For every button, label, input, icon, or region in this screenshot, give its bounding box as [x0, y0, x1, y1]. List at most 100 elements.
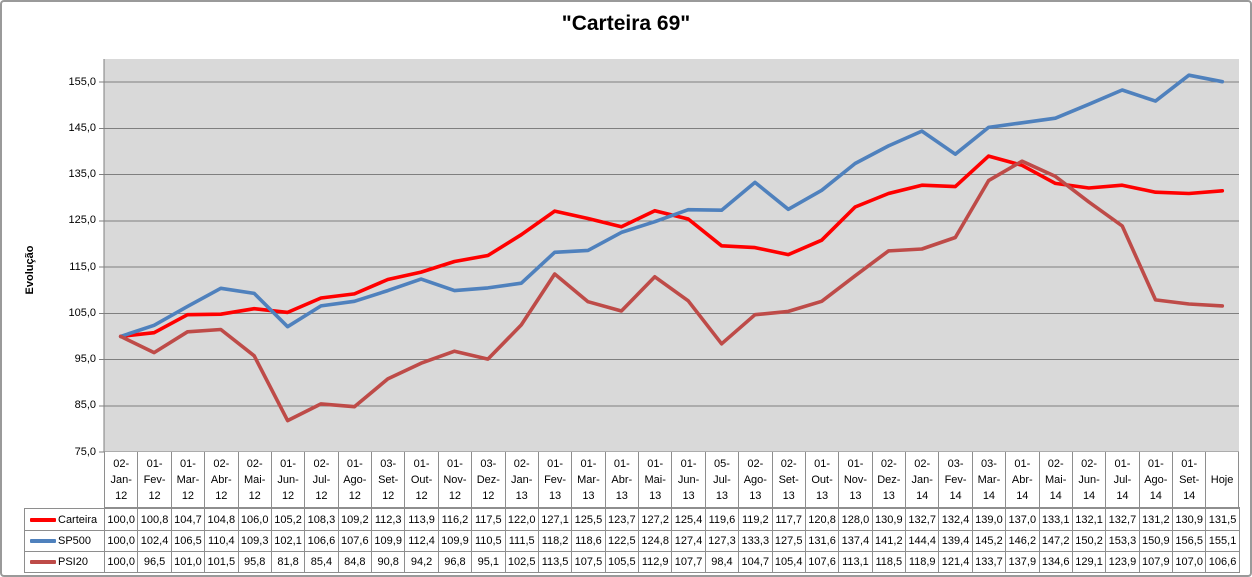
table-cell: 153,3 — [1105, 531, 1138, 551]
x-axis-label-line: Abr- — [210, 473, 232, 486]
x-axis-label: 01- Jun- 13 — [671, 452, 704, 507]
x-axis-label-line: 03- — [480, 457, 497, 470]
x-axis-label-line: Nov- — [843, 473, 868, 486]
x-axis-label-line: 02- — [914, 457, 931, 470]
x-axis-label-line: 14 — [1149, 489, 1162, 502]
table-cell: 120,8 — [804, 509, 838, 530]
table-cell: 102,1 — [270, 531, 304, 551]
y-axis-label: 75,0 — [74, 445, 96, 458]
x-axis-label: 03- Fev- 14 — [938, 452, 971, 507]
table-cell: 102,4 — [137, 531, 170, 551]
table-cell: 100,0 — [104, 509, 137, 530]
x-axis-label-line: 05- — [713, 457, 730, 470]
table-cell: 131,5 — [1205, 509, 1238, 530]
y-axis-label: 155,0 — [68, 75, 96, 88]
x-axis-label-line: 02- — [880, 457, 897, 470]
series-name-label: PSI20 — [58, 556, 88, 568]
x-axis-label-line: 01- — [1014, 457, 1031, 470]
x-axis-label: 01- Fev- 12 — [137, 452, 170, 507]
table-cell: 109,9 — [437, 531, 471, 551]
table-cell: 137,4 — [838, 531, 871, 551]
x-axis-label-line: Jan- — [110, 473, 132, 486]
x-axis-label-line: 12 — [148, 489, 161, 502]
table-cell: 109,2 — [337, 509, 371, 530]
x-axis-label-line: Dez- — [476, 473, 500, 486]
x-axis-label-line: 01- — [647, 457, 664, 470]
x-axis-label: 02- Jan- 13 — [504, 452, 538, 507]
table-cell: 132,7 — [905, 509, 938, 530]
table-cell: 127,4 — [671, 531, 704, 551]
x-axis-label: 01- Out- 12 — [404, 452, 437, 507]
table-cell: 133,1 — [1038, 509, 1072, 530]
series-line-sp500 — [118, 73, 1225, 339]
x-axis-label-line: 01- — [1181, 457, 1198, 470]
x-axis-label: 01- Jul- 14 — [1105, 452, 1138, 507]
table-cell: 102,5 — [504, 552, 538, 572]
x-axis-label-line: 13 — [715, 489, 729, 502]
table-cell: 116,2 — [437, 509, 471, 530]
x-axis-label: 03- Dez- 12 — [471, 452, 504, 507]
table-cell: 105,5 — [604, 552, 638, 572]
x-axis-label: Hoje — [1205, 452, 1239, 507]
table-cell: 107,6 — [804, 552, 838, 572]
x-axis-label-line: 13 — [749, 489, 762, 502]
table-cell: 100,0 — [104, 531, 137, 551]
table-cell: 95,1 — [471, 552, 504, 572]
table-cell: 109,3 — [237, 531, 271, 551]
x-axis-label-line: 02- — [113, 457, 130, 470]
x-axis-label: 02- Jan- 14 — [905, 452, 938, 507]
table-cell: 101,0 — [170, 552, 204, 572]
x-axis-label-line: Jul- — [713, 473, 731, 486]
table-cell: 106,6 — [1205, 552, 1238, 572]
x-axis-label-line: 03- — [980, 457, 997, 470]
table-row-carteira: Carteira 100,0 100,8 104,7 104,8 106,0 105,2 10… — [25, 509, 1239, 530]
x-axis-label: 01- Out- 13 — [804, 452, 838, 507]
x-axis-label-line: 14 — [982, 489, 996, 502]
table-cell: 90,8 — [371, 552, 404, 572]
table-cell: 118,6 — [571, 531, 604, 551]
x-axis-label-line: Nov- — [443, 473, 467, 486]
table-cell: 139,0 — [971, 509, 1005, 530]
x-axis-label-line: Mar- — [176, 473, 200, 486]
x-axis-label-line: 01- — [1114, 457, 1131, 470]
table-cell: 98,4 — [704, 552, 738, 572]
x-axis-label-line: Mar- — [977, 473, 1001, 486]
table-cell: 113,1 — [838, 552, 871, 572]
x-axis-label-line: Set- — [778, 473, 799, 486]
x-axis-label-line: Out- — [811, 473, 833, 486]
table-cell: 127,5 — [771, 531, 805, 551]
table-cell: 139,4 — [938, 531, 971, 551]
x-axis-label: 01- Ago- 12 — [337, 452, 371, 507]
x-axis-label-line: 13 — [815, 489, 829, 502]
table-cell: 118,5 — [871, 552, 905, 572]
x-axis-label-line: Dez- — [877, 473, 901, 486]
table-cell: 132,4 — [938, 509, 971, 530]
x-axis-label-line: 02- — [246, 457, 263, 470]
table-cell: 106,6 — [304, 531, 337, 551]
x-axis-label-line: Mai- — [1044, 473, 1067, 486]
x-axis-label-line: 13 — [548, 489, 562, 502]
table-cell: 107,9 — [1138, 552, 1172, 572]
table-cell: 100,8 — [137, 509, 170, 530]
table-cell: 112,4 — [404, 531, 437, 551]
table-cell: 119,6 — [704, 509, 738, 530]
table-cell: 130,9 — [871, 509, 905, 530]
table-cell: 150,9 — [1138, 531, 1172, 551]
table-cell: 127,1 — [537, 509, 571, 530]
legend-key-line — [30, 517, 56, 522]
x-axis-label-line: 01- — [446, 457, 463, 470]
x-axis-label-line: 14 — [1082, 489, 1096, 502]
table-cell: 106,0 — [237, 509, 271, 530]
table-cell: 84,8 — [337, 552, 371, 572]
x-axis-label-line: 12 — [281, 489, 295, 502]
table-cell: 125,5 — [571, 509, 604, 530]
x-axis-label: 02- Abr- 12 — [204, 452, 237, 507]
table-cell: 132,1 — [1071, 509, 1105, 530]
table-cell: 107,5 — [571, 552, 604, 572]
x-axis-label-line: 14 — [949, 489, 962, 502]
x-axis-label-line: Ago- — [743, 473, 767, 486]
table-cell: 119,2 — [738, 509, 771, 530]
x-axis-label-line: 14 — [1183, 489, 1196, 502]
x-axis-label: 01- Nov- 12 — [437, 452, 471, 507]
y-axis-label: 145,0 — [68, 121, 96, 134]
